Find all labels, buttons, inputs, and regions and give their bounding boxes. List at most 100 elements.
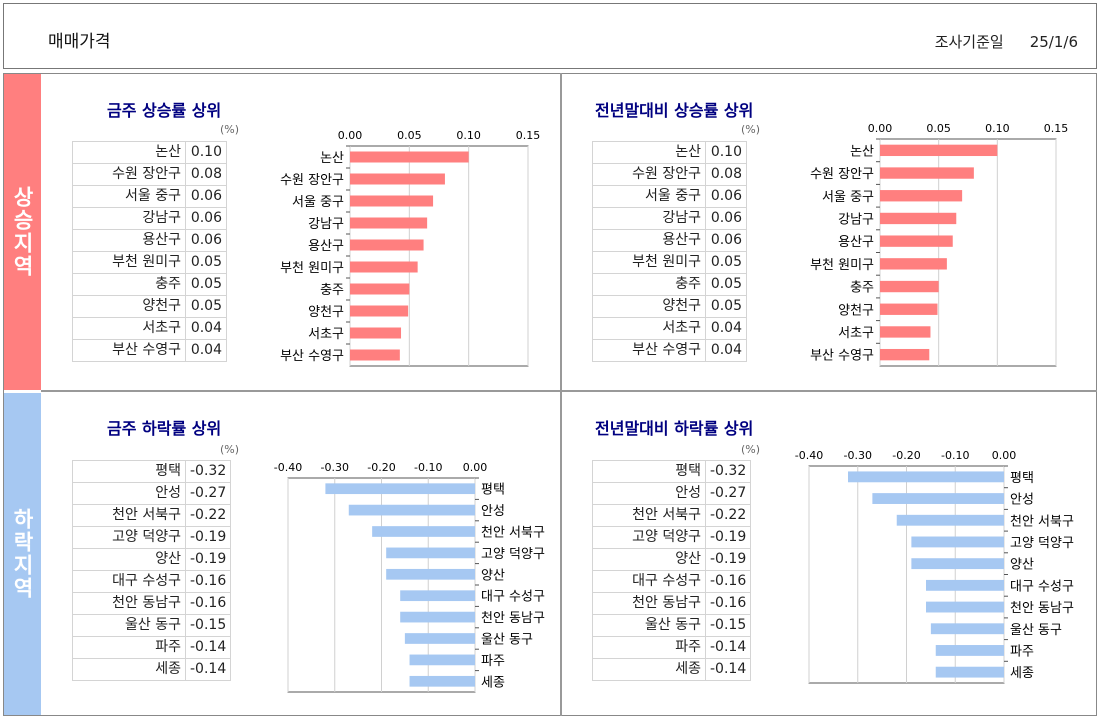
- bar: [926, 579, 1004, 591]
- panel-title-weekly-fall: 금주 하락률 상위: [107, 419, 222, 438]
- table-row: 강남구 0.06: [592, 207, 747, 230]
- category-label: 용산구: [838, 235, 874, 250]
- rate-value-cell: 0.06: [705, 207, 747, 230]
- category-label: 고양 덕양구: [1010, 536, 1074, 551]
- horizontal-divider: [41, 390, 1097, 392]
- table-row: 용산구 0.06: [592, 229, 747, 252]
- region-name-cell: 부산 수영구: [72, 339, 186, 362]
- rate-value-cell: 0.06: [705, 185, 747, 208]
- region-name-cell: 논산: [592, 141, 706, 164]
- bar: [880, 144, 998, 157]
- main-box: [3, 73, 1097, 716]
- rate-value-cell: -0.16: [184, 592, 232, 615]
- unit-label: (%): [220, 123, 240, 136]
- table-row: 논산 0.10: [592, 141, 747, 164]
- x-tick-label: 0.05: [397, 129, 422, 142]
- category-label: 수원 장안구: [280, 173, 344, 188]
- survey-date-info: 조사기준일 25/1/6: [935, 31, 1078, 52]
- x-tick-label: -0.10: [941, 449, 969, 462]
- bar: [880, 303, 938, 315]
- region-name-cell: 천안 동남구: [592, 592, 706, 615]
- bar: [935, 666, 1004, 678]
- region-name-cell: 양산: [592, 548, 706, 571]
- bar: [350, 349, 400, 361]
- bar: [911, 536, 1004, 548]
- rate-value-cell: -0.19: [184, 548, 232, 571]
- bar: [350, 151, 469, 163]
- category-label: 안성: [481, 504, 505, 519]
- table-row: 대구 수성구 -0.16: [72, 570, 232, 593]
- table-row: 양산 -0.19: [592, 548, 752, 571]
- table-row: 부산 수영구 0.04: [72, 339, 227, 362]
- rate-value-cell: 0.05: [705, 273, 747, 296]
- x-tick-label: -0.20: [892, 449, 920, 462]
- bar: [880, 190, 963, 202]
- bar: [350, 261, 418, 273]
- bar: [872, 493, 1004, 504]
- table-row: 안성 -0.27: [592, 482, 752, 505]
- bar: [350, 217, 428, 229]
- bar: [404, 633, 475, 644]
- bar: [350, 283, 410, 295]
- category-label: 서울 중구: [822, 190, 874, 205]
- table-row: 서울 중구 0.06: [72, 185, 227, 208]
- panel-title-ytd-rise: 전년말대비 상승률 상위: [595, 101, 754, 120]
- rate-value-cell: 0.05: [705, 251, 747, 274]
- category-label: 충주: [320, 283, 344, 298]
- category-label: 세종: [481, 675, 505, 690]
- unit-label: (%): [741, 443, 761, 456]
- category-label: 울산 동구: [481, 633, 533, 648]
- bar: [386, 568, 475, 580]
- bar: [409, 675, 475, 687]
- table-row: 울산 동구 -0.15: [72, 614, 232, 637]
- survey-date-label: 조사기준일: [934, 33, 1004, 51]
- bar: [880, 326, 931, 338]
- rank-table-weekly-rise: 논산 0.10 수원 장안구 0.08 서울 중구 0.06 강남구 0.06 용산구 0.06 부…: [72, 141, 227, 362]
- category-label: 강남구: [838, 212, 874, 227]
- bar: [350, 327, 402, 339]
- bar: [350, 305, 409, 317]
- table-row: 천안 동남구 -0.16: [72, 592, 232, 615]
- rate-value-cell: -0.15: [184, 614, 232, 637]
- table-row: 양산 -0.19: [72, 548, 232, 571]
- rate-value-cell: -0.22: [704, 504, 752, 527]
- category-label: 파주: [481, 654, 505, 669]
- category-label: 고양 덕양구: [481, 547, 545, 562]
- region-name-cell: 양산: [72, 548, 186, 571]
- region-name-cell: 고양 덕양구: [592, 526, 706, 549]
- region-name-cell: 서초구: [72, 317, 186, 340]
- x-tick-label: -0.10: [414, 461, 442, 474]
- rate-value-cell: 0.04: [185, 317, 227, 340]
- table-row: 울산 동구 -0.15: [592, 614, 752, 637]
- category-label: 파주: [1010, 644, 1034, 659]
- category-label: 천안 서북구: [481, 526, 545, 541]
- rate-value-cell: -0.16: [704, 570, 752, 593]
- bar: [880, 212, 957, 225]
- table-row: 파주 -0.14: [72, 636, 232, 659]
- bar: [350, 239, 424, 251]
- bar: [325, 483, 475, 495]
- region-name-cell: 파주: [592, 636, 706, 659]
- table-row: 강남구 0.06: [72, 207, 227, 230]
- region-name-cell: 부산 수영구: [592, 339, 706, 362]
- rate-value-cell: -0.32: [704, 460, 752, 483]
- table-row: 부산 수영구 0.04: [592, 339, 747, 362]
- page-title: 매매가격: [48, 32, 111, 52]
- category-label: 서초구: [838, 326, 874, 341]
- region-name-cell: 평택: [72, 460, 186, 483]
- category-label: 양산: [481, 568, 505, 583]
- rate-value-cell: 0.08: [705, 163, 747, 186]
- category-label: 천안 동남구: [481, 611, 545, 626]
- category-label: 수원 장안구: [810, 167, 874, 182]
- region-name-cell: 대구 수성구: [592, 570, 706, 593]
- table-row: 파주 -0.14: [592, 636, 752, 659]
- region-name-cell: 부천 원미구: [592, 251, 706, 274]
- rate-value-cell: -0.19: [704, 526, 752, 549]
- bar: [386, 547, 475, 559]
- x-tick-label: -0.20: [367, 461, 395, 474]
- rate-value-cell: -0.15: [704, 614, 752, 637]
- region-name-cell: 천안 동남구: [72, 592, 186, 615]
- bar: [911, 558, 1004, 570]
- rate-value-cell: -0.16: [184, 570, 232, 593]
- category-label: 서초구: [308, 327, 344, 342]
